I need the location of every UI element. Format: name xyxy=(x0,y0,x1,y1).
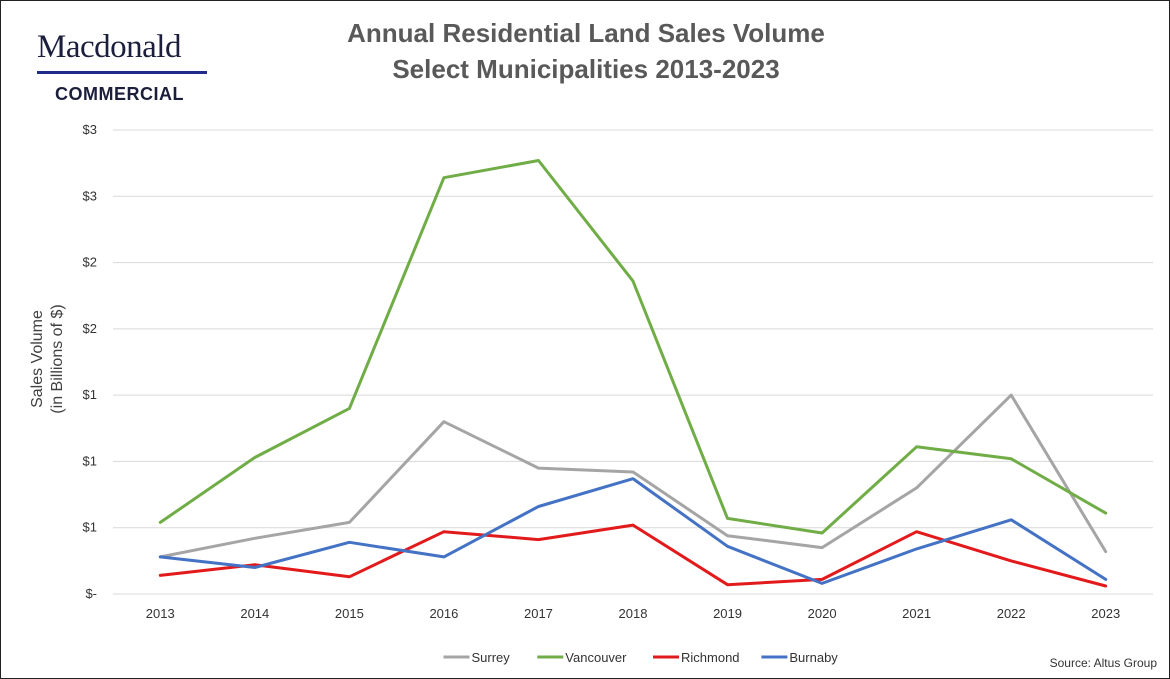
x-tick-label: 2016 xyxy=(429,606,458,621)
legend: Surrey Vancouver Richmond Burnaby xyxy=(443,650,838,665)
x-tick-label: 2013 xyxy=(146,606,175,621)
company-logo: Macdonald COMMERCIAL xyxy=(37,31,209,105)
x-tick-label: 2022 xyxy=(997,606,1026,621)
chart-title-block: Annual Residential Land Sales Volume Sel… xyxy=(301,15,871,87)
x-tick-label: 2018 xyxy=(619,606,648,621)
y-tick-label: $2 xyxy=(83,321,97,336)
y-tick-label: $1 xyxy=(83,520,97,535)
logo-subtitle: COMMERCIAL xyxy=(55,84,184,104)
y-tick-label: $2 xyxy=(83,255,97,270)
x-tick-label: 2017 xyxy=(524,606,553,621)
y-tick-label: $1 xyxy=(83,453,97,468)
x-tick-label: 2020 xyxy=(808,606,837,621)
x-tick-label: 2019 xyxy=(713,606,742,621)
x-tick-label: 2023 xyxy=(1091,606,1120,621)
series-lines xyxy=(158,159,1108,588)
legend-label-vancouver: Vancouver xyxy=(565,650,627,665)
x-tick-label: 2015 xyxy=(335,606,364,621)
x-axis-ticks: 2013 2014 2015 2016 2017 2018 2019 2020 2021 2022… xyxy=(146,606,1120,621)
grid-lines xyxy=(113,129,1153,595)
logo-underline xyxy=(37,71,207,74)
x-tick-label: 2021 xyxy=(902,606,931,621)
series-line-surrey xyxy=(158,393,1108,559)
x-tick-label: 2014 xyxy=(240,606,269,621)
y-tick-label: $3 xyxy=(83,188,97,203)
y-tick-label: $- xyxy=(85,586,97,601)
legend-label-surrey: Surrey xyxy=(472,650,511,665)
chart-subtitle: Select Municipalities 2013-2023 xyxy=(392,54,780,84)
y-axis-ticks: $- $1 $1 $1 $2 $2 $3 $3 xyxy=(83,122,97,601)
y-tick-label: $1 xyxy=(83,387,97,402)
y-tick-label: $3 xyxy=(83,122,97,137)
series-line-richmond xyxy=(158,523,1108,588)
legend-label-richmond: Richmond xyxy=(681,650,740,665)
chart-title: Annual Residential Land Sales Volume xyxy=(347,18,825,48)
series-line-vancouver xyxy=(158,159,1108,535)
series-line-burnaby xyxy=(158,477,1108,585)
legend-label-burnaby: Burnaby xyxy=(789,650,838,665)
source-note: Source: Altus Group xyxy=(1049,656,1157,670)
logo-name: Macdonald xyxy=(37,29,181,65)
